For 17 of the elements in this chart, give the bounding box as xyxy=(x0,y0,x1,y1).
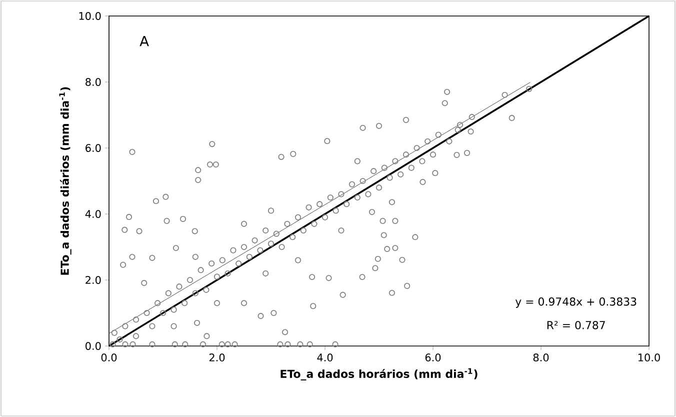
y-tick-label: 4.0 xyxy=(85,210,101,218)
x-tick-label: 8.0 xyxy=(533,354,549,362)
x-tick-label: 4.0 xyxy=(317,354,333,362)
annotation: A xyxy=(140,36,149,46)
annotation: R² = 0.787 xyxy=(547,321,605,330)
y-tick-label: 0.0 xyxy=(86,342,101,350)
annotation: y = 0.9748x + 0.3833 xyxy=(515,297,636,308)
x-tick-label: 0.0 xyxy=(101,354,117,362)
x-tick-label: 6.0 xyxy=(425,354,441,362)
y-axis-title: ETo_a dados diários (mm dia$^{-1}$) xyxy=(59,87,72,275)
x-tick-label: 10.0 xyxy=(638,354,660,362)
y-tick-label: 10.0 xyxy=(79,12,101,20)
y-tick-label: 2.0 xyxy=(86,276,101,284)
x-tick-label: 2.0 xyxy=(209,354,225,362)
y-tick-label: 8.0 xyxy=(86,78,101,86)
y-tick-label: 6.0 xyxy=(86,144,101,152)
x-axis-title: ETo_a dados horários (mm dia$^{-1}$) xyxy=(280,368,478,380)
